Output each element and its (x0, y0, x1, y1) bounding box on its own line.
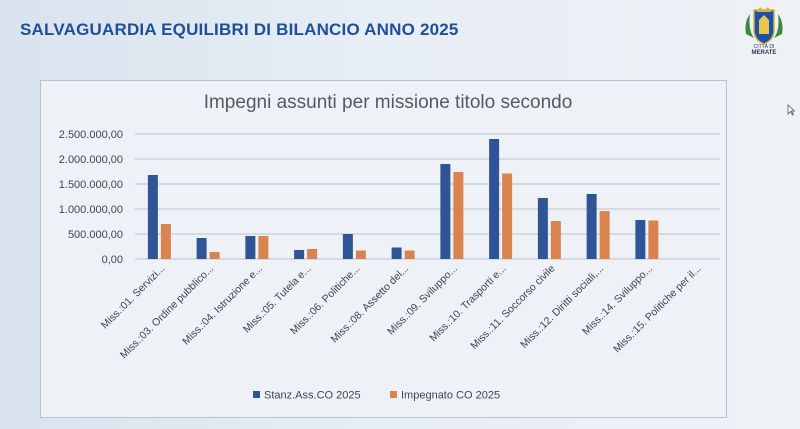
bar-chart: Impegni assunti per missione titolo seco… (59, 92, 720, 402)
bar-stanziato (489, 139, 500, 259)
bar-impegnato (160, 224, 171, 259)
bar-stanziato (147, 175, 158, 259)
y-tick-label: 1.500.000,00 (59, 179, 123, 191)
chart-title: Impegni assunti per missione titolo seco… (204, 92, 573, 113)
bar-impegnato (355, 250, 366, 259)
y-tick-label: 2.500.000,00 (59, 129, 123, 141)
y-tick-label: 1.000.000,00 (59, 204, 123, 216)
y-axis-ticks: 0,00 500.000,00 1.000.000,00 1.500.000,00 2.… (59, 129, 123, 266)
bar-stanziato (537, 198, 548, 259)
legend-swatch (390, 391, 397, 398)
bar-impegnato (209, 252, 220, 259)
mouse-cursor-icon (787, 104, 795, 116)
x-tick-label: Miss.:04. Istruzione e... (180, 263, 265, 348)
bar-impegnato (550, 221, 561, 259)
x-axis-ticks: Miss.:01. Servizi...Miss.:03. Ordine pub… (99, 263, 704, 362)
bar-impegnato (599, 211, 610, 259)
bar-stanziato (635, 220, 646, 259)
bar-stanziato (440, 164, 451, 259)
bar-impegnato (307, 249, 318, 259)
bar-impegnato (648, 220, 659, 259)
bar-stanziato (245, 236, 256, 259)
bar-stanziato (391, 247, 402, 259)
bar-impegnato (502, 173, 513, 259)
bar-impegnato (258, 236, 269, 259)
chart-legend: Stanz.Ass.CO 2025 Impegnato CO 2025 (253, 390, 500, 402)
y-tick-label: 500.000,00 (68, 229, 123, 241)
bar-stanziato (342, 234, 353, 259)
x-tick-label: Miss.:03. Ordine pubblico... (118, 263, 216, 361)
logo-caption: CITTÀ DI MERATE (738, 44, 790, 56)
y-tick-label: 0,00 (102, 254, 123, 266)
bar-impegnato (453, 172, 464, 259)
bar-stanziato (586, 194, 597, 259)
legend-swatch (253, 391, 260, 398)
chart-gridlines (135, 133, 720, 260)
bar-impegnato (404, 250, 415, 259)
legend-label: Impegnato CO 2025 (401, 390, 500, 402)
y-tick-label: 2.000.000,00 (59, 154, 123, 166)
x-tick-label: Miss.:11. Soccorso civile (468, 263, 557, 352)
x-tick-label: Miss.:12. Diritti sociali,... (518, 263, 606, 351)
slide-title: SALVAGUARDIA EQUILIBRI DI BILANCIO ANNO … (20, 20, 459, 39)
bar-stanziato (196, 238, 207, 259)
x-tick-label: Miss.:15. Politiche per il... (611, 263, 704, 356)
chart-bars (147, 139, 659, 259)
legend-label: Stanz.Ass.CO 2025 (264, 390, 361, 402)
city-crest-logo (745, 7, 783, 45)
logo-caption-big: MERATE (751, 50, 777, 56)
logo-caption-small: CITTÀ DI (753, 44, 775, 50)
bar-stanziato (294, 250, 305, 259)
